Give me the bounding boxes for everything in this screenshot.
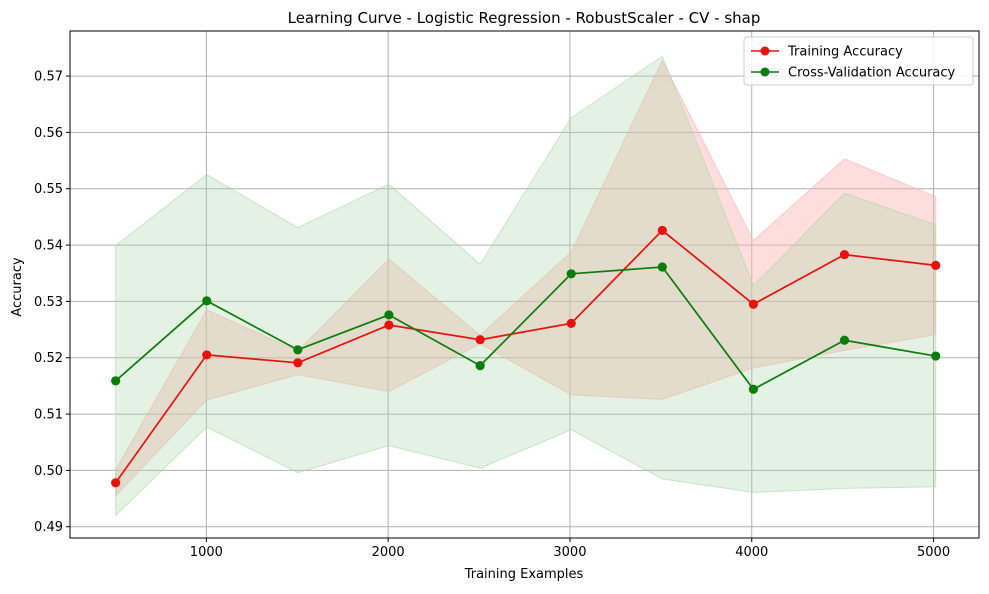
series-points xyxy=(111,225,941,488)
cross-validation-accuracy-point xyxy=(111,376,121,386)
cross-validation-accuracy-line xyxy=(115,266,936,391)
x-tick-label: 2000 xyxy=(372,545,405,560)
y-axis-label: Accuracy xyxy=(10,257,25,317)
x-axis-ticks: 1000 2000 3000 4000 5000 xyxy=(190,538,950,560)
y-tick-label: 0.56 xyxy=(34,126,63,141)
training-accuracy-point xyxy=(384,320,394,330)
training-accuracy-point xyxy=(931,260,941,270)
training-accuracy-point xyxy=(839,250,850,260)
plot-frame xyxy=(69,30,980,539)
x-tick-label: 4000 xyxy=(735,545,768,560)
training-accuracy-point xyxy=(111,478,121,488)
y-tick-label: 0.52 xyxy=(34,351,63,366)
series-lines xyxy=(114,229,936,484)
cross-validation-accuracy-point xyxy=(931,351,941,361)
cross-validation-accuracy-point xyxy=(475,361,485,371)
y-axis-ticks: 0.49 0.50 0.51 0.52 0.53 0.54 0.55 0.56 0.57 xyxy=(34,70,70,535)
y-tick-label: 0.57 xyxy=(34,70,63,85)
x-tick-label: 1000 xyxy=(190,545,223,560)
cross-validation-accuracy-point xyxy=(566,269,576,279)
legend: Training Accuracy Cross-Validation Accur… xyxy=(743,36,974,86)
cross-validation-accuracy-point xyxy=(748,384,758,394)
training-accuracy-point xyxy=(657,225,667,236)
y-tick-label: 0.49 xyxy=(34,520,63,535)
y-tick-label: 0.53 xyxy=(34,295,63,310)
training-accuracy-point xyxy=(202,350,212,360)
legend-marker-training xyxy=(760,46,770,56)
cross-validation-accuracy-point xyxy=(839,335,850,345)
legend-box xyxy=(743,36,974,86)
chart-title: Learning Curve - Logistic Regression - R… xyxy=(288,9,761,27)
x-axis-label: Training Examples xyxy=(464,567,584,582)
x-tick-label: 3000 xyxy=(553,545,586,560)
training-accuracy-point xyxy=(566,318,576,328)
y-tick-label: 0.54 xyxy=(34,239,63,254)
confidence-bands xyxy=(115,55,937,517)
cross-validation-accuracy-point xyxy=(657,262,667,272)
legend-marker-cross-validation xyxy=(760,67,770,77)
y-tick-label: 0.55 xyxy=(34,182,63,197)
y-tick-label: 0.51 xyxy=(34,408,63,423)
x-tick-label: 5000 xyxy=(917,545,950,560)
cross-validation-accuracy-point xyxy=(202,296,212,306)
cross-validation-accuracy-band xyxy=(115,55,937,517)
training-accuracy-line xyxy=(114,229,936,484)
legend-label-training: Training Accuracy xyxy=(787,45,903,60)
training-accuracy-point xyxy=(475,335,485,345)
legend-label-cross-validation: Cross-Validation Accuracy xyxy=(788,66,956,81)
training-accuracy-point xyxy=(293,358,303,368)
training-accuracy-point xyxy=(748,299,758,309)
y-tick-label: 0.50 xyxy=(34,464,63,479)
cross-validation-accuracy-point xyxy=(293,345,303,355)
cross-validation-accuracy-point xyxy=(384,310,394,320)
